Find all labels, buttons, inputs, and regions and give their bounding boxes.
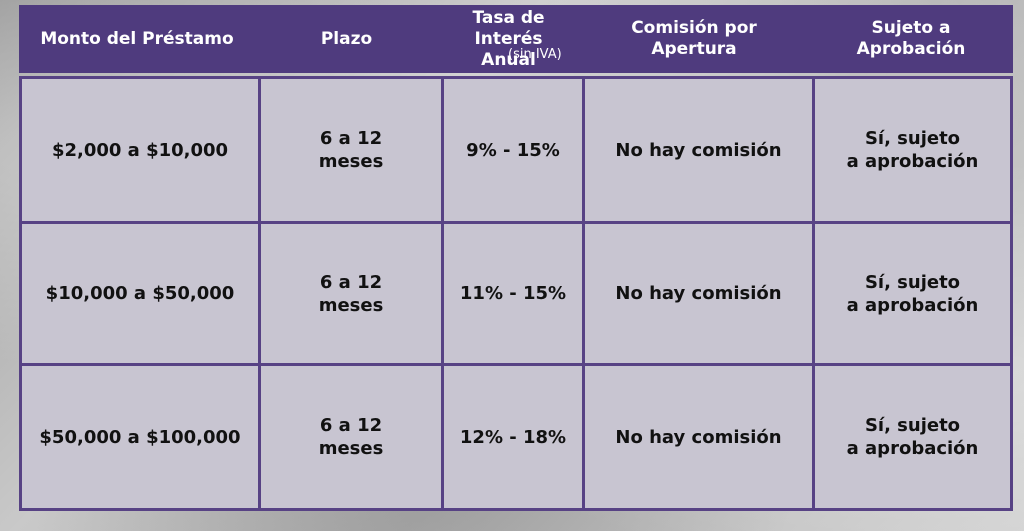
cell-monto: $10,000 a $50,000 (22, 224, 258, 363)
header-tasa-label: Tasa de Interés Anual (472, 7, 545, 70)
table-header: Monto del Préstamo Plazo Tasa de Interés… (19, 5, 1013, 73)
cell-sujeto: Sí, sujeto a aprobación (815, 224, 1010, 363)
header-comision: Comisión por Apertura (631, 18, 757, 59)
cell-monto: $2,000 a $10,000 (22, 79, 258, 221)
cell-tasa: 9% - 15% (444, 79, 582, 221)
cell-sujeto: Sí, sujeto a aprobación (815, 366, 1010, 508)
cell-monto: $50,000 a $100,000 (22, 366, 258, 508)
header-monto: Monto del Préstamo (40, 28, 234, 49)
cell-tasa: 11% - 15% (444, 224, 582, 363)
cell-plazo: 6 a 12 meses (261, 366, 441, 508)
loan-table: $2,000 a $10,000 6 a 12 meses 9% - 15% N… (19, 76, 1013, 511)
cell-comision: No hay comisión (585, 79, 812, 221)
cell-tasa: 12% - 18% (444, 366, 582, 508)
cell-comision: No hay comisión (585, 224, 812, 363)
cell-plazo: 6 a 12 meses (261, 79, 441, 221)
header-tasa: Tasa de Interés Anual (438, 5, 579, 73)
header-plazo: Plazo (320, 28, 373, 49)
cell-plazo: 6 a 12 meses (261, 224, 441, 363)
header-tasa-note: (sin IVA) (508, 47, 562, 62)
cell-sujeto: Sí, sujeto a aprobación (815, 79, 1010, 221)
header-sujeto: Sujeto a Aprobación (856, 18, 966, 59)
cell-comision: No hay comisión (585, 366, 812, 508)
